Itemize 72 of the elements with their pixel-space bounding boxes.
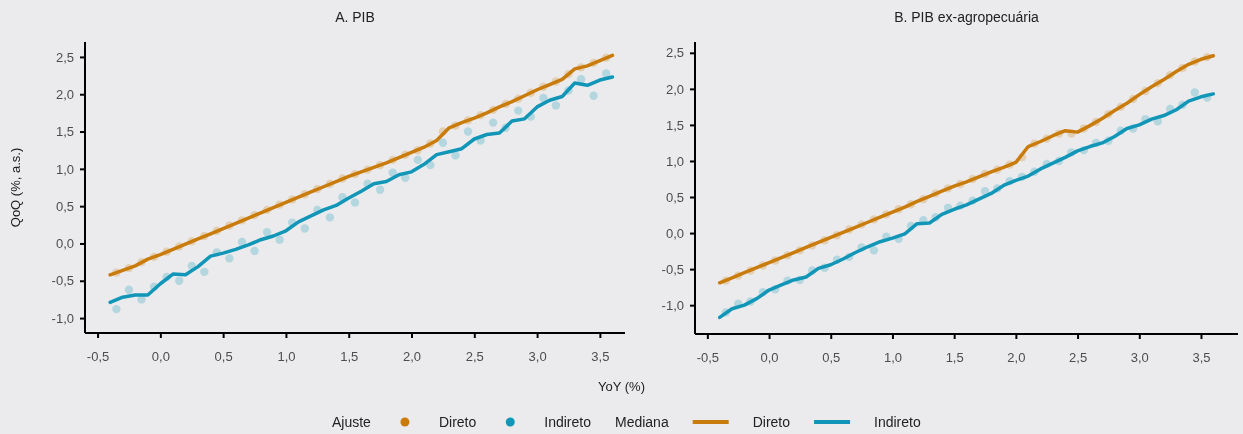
point [589,91,598,100]
x-tick-label: 3,5 [1192,350,1211,366]
y-tick-label: 2,5 [665,45,684,61]
point [1190,88,1199,97]
point [869,246,879,255]
point [488,118,498,127]
y-tick-label: 2,0 [55,86,74,102]
point [438,138,448,147]
x-tick-label: 0,0 [760,350,779,366]
point [375,185,385,194]
y-tick-label: 1,0 [665,153,684,169]
x-tick-label: 0,5 [822,350,841,366]
legend-title: Mediana [614,414,669,430]
x-tick-label: 2,0 [1007,350,1026,366]
x-tick-label: 0,0 [151,349,170,365]
point [112,304,121,314]
point [200,267,209,276]
x-tick-label: 3,5 [591,349,610,365]
y-tick-label: 0,0 [665,225,684,241]
point [300,224,309,233]
x-tick-label: 1,0 [277,349,296,365]
point [175,276,184,285]
point [325,213,335,222]
y-tick-label: 2,5 [55,49,74,65]
y-tick-label: 1,0 [55,161,74,177]
point [451,151,460,160]
y-tick-label: -0,5 [661,261,684,277]
x-tick-label: 0,5 [214,349,233,365]
legend-label: Indireto [874,414,921,430]
x-tick-label: 1,0 [883,350,902,366]
chart-title: A. PIB [335,9,375,25]
chart-title: B. PIB ex-agropecuária [894,9,1040,25]
point [551,101,561,110]
legend-label: Indireto [544,414,592,430]
y-tick-label: 1,5 [55,124,74,140]
x-tick-label: 2,0 [402,349,422,365]
x-tick-label: 1,5 [340,349,359,365]
point [514,106,523,115]
point [250,246,259,256]
y-tick-label: 0,5 [55,198,74,214]
point [262,228,272,237]
point [388,168,397,177]
y-tick-label: -0,5 [51,273,74,289]
point [463,127,473,136]
x-tick-label: 3,0 [528,349,547,365]
x-axis-title: YoY (%) [598,379,645,394]
y-tick-label: -1,0 [51,310,74,326]
x-tick-label: 2,5 [465,349,484,365]
y-tick-label: 1,5 [665,117,684,133]
point [601,69,611,78]
line-series [108,53,615,277]
point [275,235,284,244]
x-tick-label: 3,0 [1130,350,1149,366]
point [225,254,234,263]
legend-label: Direto [752,414,791,430]
point [350,198,360,207]
x-tick-label: 2,5 [1069,350,1088,366]
y-axis-title: QoQ (%, a.s.) [8,147,23,228]
x-tick-label: -0,5 [696,350,720,366]
line-series [717,53,1216,285]
x-tick-label: -0,5 [86,349,110,365]
y-tick-label: 2,0 [665,81,684,97]
legend-label: Direto [438,414,477,430]
y-tick-label: 0,5 [665,189,684,205]
point [124,285,134,294]
point [576,75,586,84]
y-tick-label: 0,0 [55,236,74,252]
legend-title: Ajuste [332,414,372,430]
x-tick-label: 1,5 [945,350,964,366]
y-tick-label: -1,0 [661,297,684,313]
point [539,93,548,103]
point [413,155,422,165]
